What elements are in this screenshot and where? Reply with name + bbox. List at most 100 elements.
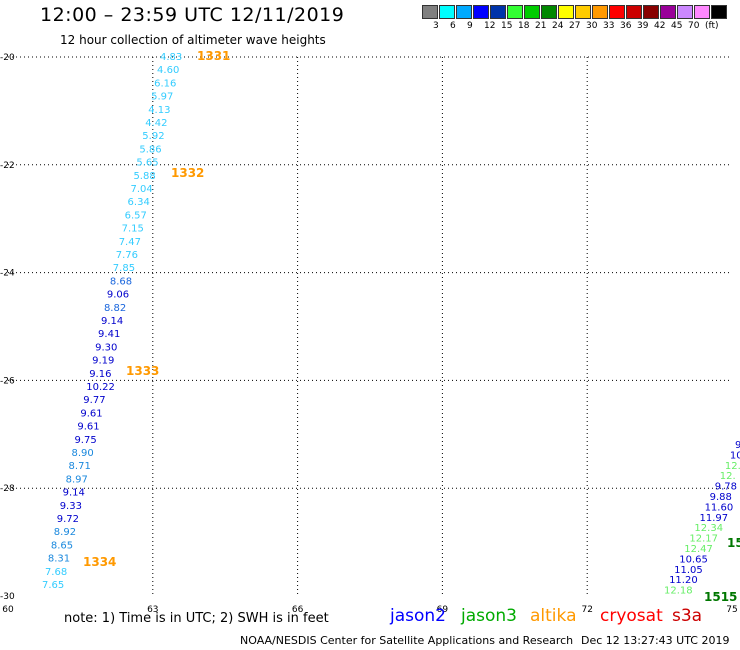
wave-height-label: 9.33 bbox=[60, 501, 82, 512]
legend-label: 27 bbox=[569, 21, 581, 31]
legend-swatch bbox=[558, 5, 574, 19]
wave-height-label: 8.92 bbox=[54, 527, 76, 538]
wave-height-label: 11.20 bbox=[669, 575, 698, 586]
wave-height-label: 11.97 bbox=[700, 513, 729, 524]
wave-height-label: 7.68 bbox=[45, 567, 67, 578]
wave-height-label: 5.92 bbox=[142, 131, 164, 142]
wave-height-label: 8.65 bbox=[51, 540, 73, 551]
wave-height-label: 11.60 bbox=[705, 502, 734, 513]
wave-height-label: 12.47 bbox=[684, 544, 713, 555]
wave-height-label: 9.75 bbox=[74, 435, 96, 446]
wave-height-label: 7.15 bbox=[122, 224, 144, 235]
wave-height-label: 4.60 bbox=[157, 65, 179, 76]
wave-height-label: 9.78 bbox=[715, 482, 737, 493]
legend-swatch bbox=[422, 5, 438, 19]
wave-height-label: 9.30 bbox=[95, 342, 117, 353]
wave-height-label: 8.68 bbox=[110, 276, 132, 287]
wave-height-label: 6.16 bbox=[154, 78, 176, 89]
x-tick-label: 72 bbox=[581, 605, 592, 615]
wave-height-label: 7.04 bbox=[131, 184, 153, 195]
legend-label: 15 bbox=[501, 21, 513, 31]
legend-swatch bbox=[677, 5, 693, 19]
pass-time-label: 1331 bbox=[197, 49, 230, 63]
satellite-name-altika: altika bbox=[530, 606, 577, 626]
x-tick-label: 75 bbox=[726, 605, 737, 615]
wave-height-label: 6.34 bbox=[128, 197, 150, 208]
legend-swatch bbox=[592, 5, 608, 19]
y-tick-label: -22 bbox=[0, 161, 15, 171]
credit-line: NOAA/NESDIS Center for Satellite Applica… bbox=[240, 634, 574, 647]
wave-height-label: 12.34 bbox=[694, 523, 723, 534]
y-tick-label: -30 bbox=[0, 592, 15, 602]
wave-height-label: 9.88 bbox=[710, 492, 732, 503]
legend-swatches bbox=[422, 5, 728, 19]
wave-height-label: 9.16 bbox=[89, 369, 111, 380]
satellite-name-jason3: jason3 bbox=[461, 606, 517, 626]
pass-time-label: 1333 bbox=[126, 364, 159, 378]
wave-height-label: 5.88 bbox=[133, 171, 155, 182]
legend-label: 21 bbox=[535, 21, 547, 31]
legend-label: 45 bbox=[671, 21, 683, 31]
x-tick-label: 60 bbox=[2, 605, 14, 615]
legend-label: 36 bbox=[620, 21, 632, 31]
legend-label: 42 bbox=[654, 21, 666, 31]
wave-height-label: 5.86 bbox=[139, 144, 161, 155]
legend-swatch bbox=[575, 5, 591, 19]
legend-swatch bbox=[541, 5, 557, 19]
wave-height-label: 9.19 bbox=[92, 356, 114, 367]
legend-label: 3 bbox=[433, 21, 439, 31]
generated-timestamp: Dec 12 13:27:43 UTC 2019 bbox=[581, 634, 730, 647]
legend-swatch bbox=[439, 5, 455, 19]
legend-label: 70 bbox=[688, 21, 700, 31]
legend-label: 33 bbox=[603, 21, 615, 31]
legend-label: 12 bbox=[484, 21, 496, 31]
satellite-name-s3a: s3a bbox=[672, 606, 703, 626]
y-tick-label: -20 bbox=[0, 53, 15, 63]
legend-labels: 3 6 9 12 15 18 21 24 27 30 33 36 39 42 45 70 (ft) bbox=[422, 19, 728, 31]
legend-label: 24 bbox=[552, 21, 564, 31]
legend-label: 30 bbox=[586, 21, 598, 31]
legend-swatch bbox=[524, 5, 540, 19]
pass-time-label: 1334 bbox=[83, 555, 116, 569]
legend-swatch bbox=[609, 5, 625, 19]
wave-height-label: 8.97 bbox=[66, 474, 88, 485]
satellite-name-cryosat: cryosat bbox=[600, 606, 663, 626]
wave-height-label: 7.47 bbox=[119, 237, 141, 248]
wave-height-label: 10.65 bbox=[679, 554, 708, 565]
wave-height-label: 9.06 bbox=[107, 290, 129, 301]
wave-height-label: 11.05 bbox=[674, 565, 703, 576]
legend-swatch bbox=[643, 5, 659, 19]
wave-height-label: 5.97 bbox=[151, 92, 173, 103]
wave-height-label: 8.71 bbox=[69, 461, 91, 472]
wave-height-label: 8.90 bbox=[72, 448, 94, 459]
wave-height-label: 9.77 bbox=[83, 395, 105, 406]
wave-height-label: 6.57 bbox=[125, 210, 147, 221]
pass-time-label: 15 bbox=[727, 536, 740, 550]
y-tick-label: -26 bbox=[0, 376, 15, 386]
pass-time-label: 1515 bbox=[704, 590, 737, 604]
color-legend: 3 6 9 12 15 18 21 24 27 30 33 36 39 42 45 70 (ft) bbox=[422, 5, 728, 31]
wave-height-label: 4.83 bbox=[160, 52, 182, 63]
wave-height-label: 9.61 bbox=[77, 422, 99, 433]
wave-height-label: 12.17 bbox=[689, 534, 718, 545]
legend-swatch bbox=[694, 5, 710, 19]
wave-height-label: 9.14 bbox=[63, 488, 85, 499]
map-subtitle: 12 hour collection of altimeter wave hei… bbox=[60, 33, 326, 47]
legend-label: 6 bbox=[450, 21, 456, 31]
wave-height-label: 12. bbox=[720, 471, 736, 482]
legend-swatch bbox=[473, 5, 489, 19]
wave-height-label: 8.82 bbox=[104, 303, 126, 314]
legend-label: 39 bbox=[637, 21, 649, 31]
wave-height-label: 9.72 bbox=[57, 514, 79, 525]
wave-height-label: 7.85 bbox=[113, 263, 135, 274]
x-tick-label: 66 bbox=[292, 605, 304, 615]
wave-height-label: 4.42 bbox=[145, 118, 167, 129]
pass-time-label: 1332 bbox=[171, 166, 204, 180]
legend-swatch bbox=[660, 5, 676, 19]
legend-swatch bbox=[507, 5, 523, 19]
x-tick-label: 63 bbox=[147, 605, 158, 615]
wave-height-label: 4.13 bbox=[148, 105, 170, 116]
y-tick-label: -28 bbox=[0, 484, 15, 494]
map-title: 12:00 – 23:59 UTC 12/11/2019 bbox=[40, 4, 345, 26]
